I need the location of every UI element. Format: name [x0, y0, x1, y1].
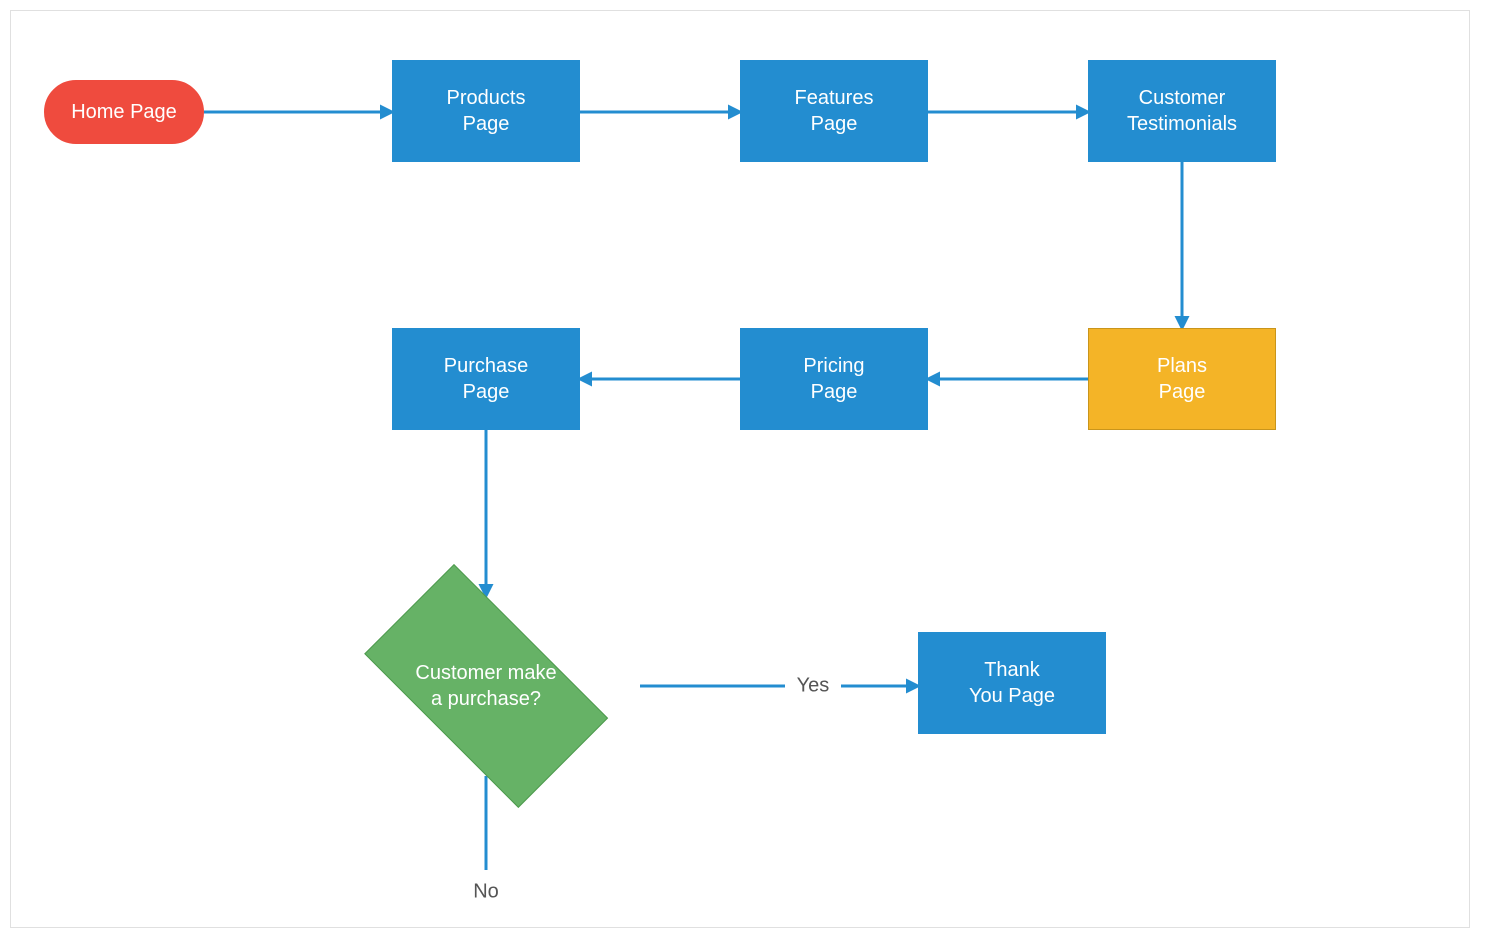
node-products: Products Page: [392, 60, 580, 162]
node-pricing: Pricing Page: [740, 328, 928, 430]
edge-label-decision-thankyou: Yes: [797, 675, 830, 698]
node-decision-label: Customer make a purchase?: [332, 596, 640, 776]
edge-label-decision-no_end: No: [473, 881, 499, 904]
node-thankyou: Thank You Page: [918, 632, 1106, 734]
node-features: Features Page: [740, 60, 928, 162]
node-home: Home Page: [44, 80, 204, 144]
flowchart-canvas: Home Page Products Page Features Page Custo…: [0, 0, 1500, 950]
node-purchase: Purchase Page: [392, 328, 580, 430]
node-plans: Plans Page: [1088, 328, 1276, 430]
node-decision: Customer make a purchase?: [332, 596, 640, 776]
node-testimonials: Customer Testimonials: [1088, 60, 1276, 162]
